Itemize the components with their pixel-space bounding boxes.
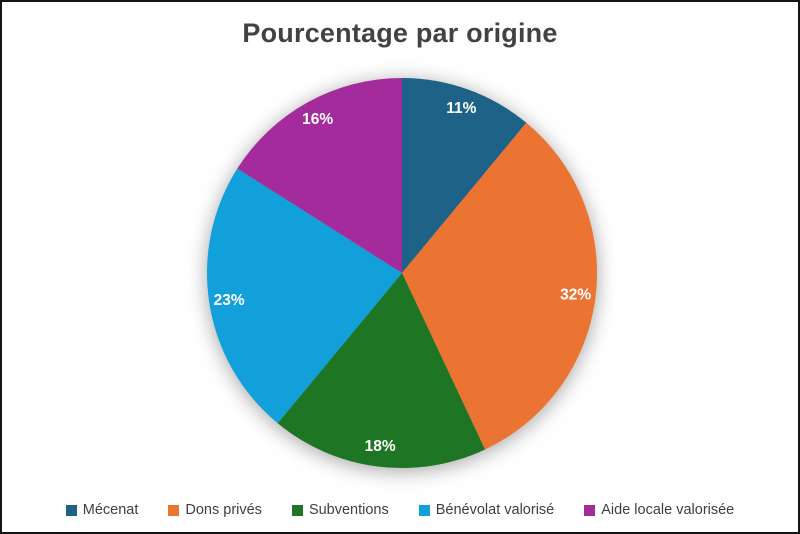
legend-label: Dons privés <box>185 502 262 518</box>
legend-item: Subventions <box>291 502 389 518</box>
legend-label: Mécenat <box>82 502 139 518</box>
legend-item: Dons privés <box>168 502 262 518</box>
slice-label: 23% <box>214 292 245 309</box>
legend-label: Subventions <box>308 502 389 518</box>
legend-swatch <box>168 504 180 516</box>
legend-label: Aide locale valorisée <box>601 502 735 518</box>
legend-item: Bénévolat valorisé <box>418 502 555 518</box>
pie-group <box>207 77 598 469</box>
pie-slice <box>402 122 598 450</box>
pie-slice <box>277 273 486 469</box>
legend-label: Bénévolat valorisé <box>435 502 555 518</box>
legend-swatch <box>291 504 303 516</box>
legend-swatch <box>584 504 596 516</box>
slice-label: 18% <box>365 438 396 455</box>
legend: Mécenat Dons privés Subventions Bénévolat v… <box>2 502 798 518</box>
legend-swatch <box>418 504 430 516</box>
pie-slice <box>207 168 402 424</box>
slice-label: 11% <box>446 100 476 117</box>
pie-slice <box>237 77 402 273</box>
pie-labels: 11% 32% 18% 23% 16% <box>214 100 592 455</box>
pie-slice <box>402 78 527 273</box>
legend-item: Mécenat <box>65 502 139 518</box>
legend-item: Aide locale valorisée <box>584 502 734 518</box>
chart-title: Pourcentage par origine <box>242 18 558 48</box>
slice-label: 16% <box>302 111 333 128</box>
legend-swatch <box>65 504 77 516</box>
slice-label: 32% <box>560 286 591 303</box>
